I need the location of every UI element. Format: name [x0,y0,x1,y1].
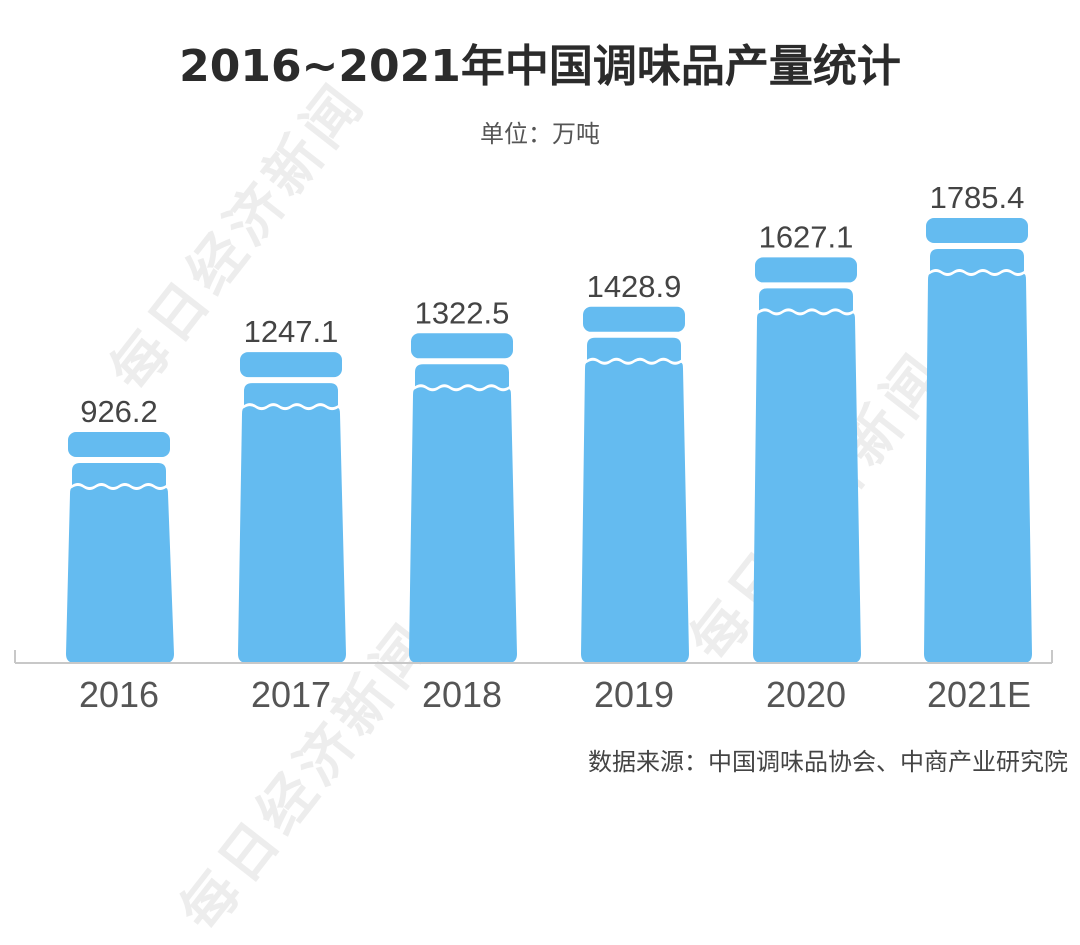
jar-neck [244,383,338,408]
value-label: 926.2 [80,394,158,429]
jar-neck [759,288,853,313]
chart-unit: 单位：万吨 [480,120,600,148]
jar-bar: 1247.1 [238,314,346,663]
x-tick-label: 2021E [927,674,1031,715]
jar-body [66,486,174,663]
jar-lid [68,432,170,457]
jar-body [924,272,1032,663]
value-label: 1627.1 [759,219,854,254]
bar-chart: 926.2 1247.1 1322.5 1428.9 1627.1 1785.4 2016… [14,180,1053,715]
jar-bar: 1428.9 [581,269,689,663]
jar-neck [415,364,509,389]
x-tick-label: 2016 [79,674,159,715]
value-label: 1247.1 [244,314,339,349]
bars-group: 926.2 1247.1 1322.5 1428.9 1627.1 1785.4 [66,180,1032,663]
jar-lid [755,257,857,283]
jar-bar: 1785.4 [924,180,1032,663]
value-label: 1428.9 [587,269,682,304]
value-label: 1785.4 [930,180,1025,215]
x-tick-label: 2017 [251,674,331,715]
x-tick-label: 2018 [422,674,502,715]
jar-body [409,387,517,663]
jar-body [581,360,689,663]
jar-lid [583,306,685,332]
value-label: 1322.5 [415,295,510,330]
jar-neck [587,337,681,362]
x-axis-labels: 2016 2017 2018 2019 2020 2021E [79,674,1031,715]
x-tick-label: 2019 [594,674,674,715]
jar-body [753,311,861,663]
jar-bar: 926.2 [66,394,174,663]
jar-bar: 1322.5 [409,295,517,663]
jar-lid [240,352,342,378]
jar-lid [926,218,1028,243]
data-source: 数据来源：中国调味品协会、中商产业研究院 [588,748,1068,776]
jar-neck [72,463,166,487]
chart-title: 2016~2021年中国调味品产量统计 [179,41,901,92]
x-tick-label: 2020 [766,674,846,715]
x-axis [14,650,1053,664]
jar-body [238,406,346,663]
jar-bar: 1627.1 [753,219,861,663]
jar-lid [411,333,513,359]
jar-neck [930,249,1024,273]
